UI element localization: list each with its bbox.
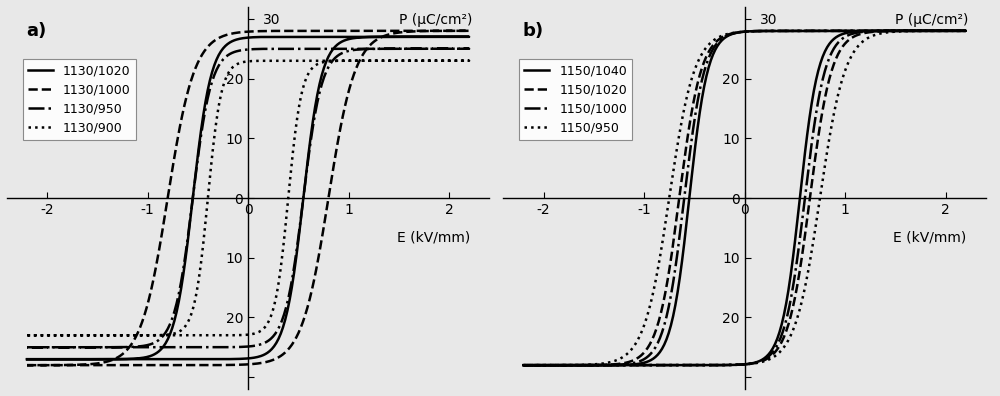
1130/1000 [143, 297, 155, 301]
1130/900 [21, 333, 33, 338]
Legend: 1130/1020, 1130/1000, 1130/950, 1130/900: 1130/1020, 1130/1000, 1130/950, 1130/900 [23, 59, 136, 140]
1130/950 [368, 46, 380, 51]
1130/900 [341, 58, 353, 63]
1130/1020 [341, 34, 353, 39]
Line: 1130/900: 1130/900 [27, 61, 469, 335]
1130/1000 [21, 363, 33, 367]
1150/950 [960, 29, 972, 33]
1150/950 [518, 363, 530, 367]
1150/1000 [518, 363, 530, 367]
1150/1000 [572, 363, 584, 367]
Text: E (kV/mm): E (kV/mm) [893, 231, 966, 245]
1130/1020 [75, 357, 87, 362]
1150/950 [572, 363, 584, 367]
1150/1040 [864, 29, 876, 33]
1130/1000 [75, 363, 87, 367]
Text: b): b) [523, 22, 544, 40]
Text: 30: 30 [263, 13, 281, 27]
1150/1000 [518, 363, 530, 367]
1150/1020 [960, 29, 972, 33]
Text: a): a) [26, 22, 46, 40]
1150/950 [639, 319, 651, 324]
1130/1020 [143, 354, 155, 359]
1150/1000 [864, 29, 876, 33]
1130/1020 [21, 357, 33, 362]
1130/950 [75, 345, 87, 350]
1130/900 [391, 58, 403, 63]
1150/950 [888, 29, 900, 33]
Text: P (μC/cm²): P (μC/cm²) [399, 13, 472, 27]
1150/950 [518, 363, 530, 367]
1150/1040 [960, 29, 972, 33]
Legend: 1150/1040, 1150/1020, 1150/1000, 1150/950: 1150/1040, 1150/1020, 1150/1000, 1150/95… [519, 59, 632, 140]
1130/950 [21, 345, 33, 350]
1130/1020 [21, 357, 33, 362]
Line: 1150/1000: 1150/1000 [524, 31, 966, 365]
1150/1040 [639, 360, 651, 365]
1130/1000 [21, 363, 33, 367]
1130/1000 [391, 29, 403, 33]
1150/1000 [639, 356, 651, 361]
1130/900 [463, 58, 475, 63]
1150/1040 [518, 363, 530, 367]
1150/1000 [960, 29, 972, 33]
1130/950 [21, 345, 33, 350]
1150/1000 [888, 29, 900, 33]
1130/950 [463, 46, 475, 51]
1150/950 [730, 30, 742, 35]
1150/1020 [864, 29, 876, 33]
Text: E (kV/mm): E (kV/mm) [397, 231, 470, 245]
1150/1000 [838, 29, 850, 33]
Line: 1130/1000: 1130/1000 [27, 31, 469, 365]
1130/900 [234, 61, 246, 65]
1130/1020 [234, 36, 246, 41]
1130/950 [341, 46, 353, 51]
1150/1020 [888, 29, 900, 33]
Line: 1130/1020: 1130/1020 [27, 37, 469, 359]
1150/1040 [838, 29, 850, 33]
1150/950 [838, 29, 850, 33]
Line: 1150/1020: 1150/1020 [524, 31, 966, 365]
1150/1040 [730, 30, 742, 35]
1130/900 [143, 333, 155, 338]
1150/1020 [572, 363, 584, 367]
1150/1040 [518, 363, 530, 367]
1130/1000 [368, 29, 380, 33]
1130/1020 [391, 34, 403, 39]
Line: 1130/950: 1130/950 [27, 49, 469, 347]
1130/1020 [463, 34, 475, 39]
1150/1020 [639, 348, 651, 353]
1130/950 [234, 48, 246, 53]
Line: 1150/950: 1150/950 [524, 31, 966, 365]
1130/1020 [368, 34, 380, 39]
1130/900 [368, 58, 380, 63]
1150/1040 [572, 363, 584, 367]
Text: P (μC/cm²): P (μC/cm²) [895, 13, 969, 27]
1130/900 [21, 333, 33, 338]
1150/1040 [888, 29, 900, 33]
1150/1000 [730, 30, 742, 35]
1130/950 [143, 343, 155, 347]
1150/1020 [518, 363, 530, 367]
1130/1000 [463, 29, 475, 33]
Line: 1150/1040: 1150/1040 [524, 31, 966, 365]
1130/1000 [234, 30, 246, 35]
1150/950 [864, 29, 876, 33]
1150/1020 [518, 363, 530, 367]
1150/1020 [838, 29, 850, 33]
1150/1020 [730, 30, 742, 35]
Text: 30: 30 [760, 13, 777, 27]
1130/900 [75, 333, 87, 338]
1130/1000 [341, 29, 353, 33]
1130/950 [391, 46, 403, 51]
